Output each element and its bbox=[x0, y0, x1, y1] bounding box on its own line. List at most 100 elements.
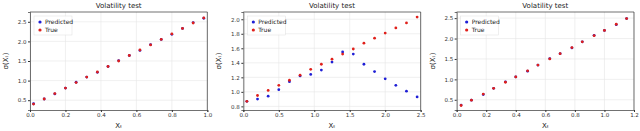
grid-line bbox=[515, 12, 516, 110]
point bbox=[514, 76, 517, 79]
point bbox=[405, 21, 408, 24]
tick: 0.4 bbox=[512, 110, 521, 118]
grid-line bbox=[545, 12, 546, 110]
tick-label: 0.6 bbox=[133, 112, 142, 118]
plot-background bbox=[30, 12, 207, 110]
tick-label: 0.5 bbox=[18, 97, 27, 103]
tick-mark bbox=[241, 106, 243, 107]
tick-label: 1.6 bbox=[231, 46, 240, 52]
point bbox=[405, 90, 408, 93]
grid bbox=[457, 12, 634, 110]
tick-mark bbox=[28, 100, 30, 101]
point bbox=[192, 22, 195, 25]
legend-entry: True bbox=[465, 26, 485, 33]
point bbox=[85, 76, 88, 79]
tick-label: 1.5 bbox=[18, 58, 27, 64]
grid-line bbox=[243, 91, 420, 92]
point bbox=[32, 102, 35, 105]
tick-mark bbox=[455, 100, 457, 101]
tick-mark bbox=[28, 41, 30, 42]
title: Volatility test bbox=[522, 2, 568, 10]
tick-label: 0.0 bbox=[453, 112, 462, 118]
tick-mark bbox=[241, 19, 243, 20]
frame bbox=[634, 12, 635, 110]
point bbox=[139, 49, 142, 52]
grid-line bbox=[30, 80, 207, 81]
legend-entry: Predicted bbox=[252, 18, 287, 25]
point bbox=[581, 40, 584, 43]
legend: PredictedTrue bbox=[461, 16, 500, 35]
point bbox=[593, 34, 596, 37]
point bbox=[96, 71, 99, 74]
title: Volatility test bbox=[96, 2, 142, 10]
x-axis: 0.00.20.40.60.81.0 bbox=[26, 110, 213, 118]
panel: 0.00.51.01.52.02.50.81.01.21.41.61.82.0V… bbox=[215, 2, 426, 130]
point bbox=[245, 100, 248, 103]
point bbox=[256, 94, 259, 97]
tick-mark bbox=[28, 81, 30, 82]
grid bbox=[243, 12, 420, 110]
point bbox=[559, 52, 562, 55]
grid-line bbox=[457, 99, 634, 100]
tick-mark bbox=[241, 48, 243, 49]
tick-mark bbox=[241, 92, 243, 93]
legend-marker bbox=[38, 28, 41, 31]
tick-label: 1.4 bbox=[231, 60, 240, 66]
point bbox=[32, 103, 35, 106]
tick-label: 2.5 bbox=[18, 19, 27, 25]
point bbox=[571, 47, 574, 50]
tick-mark bbox=[241, 34, 243, 35]
point bbox=[373, 37, 376, 40]
tick: 0.8 bbox=[231, 104, 243, 110]
grid-line bbox=[314, 12, 315, 110]
tick-label: 1.0 bbox=[203, 112, 212, 118]
point bbox=[149, 44, 152, 47]
legend-entry: True bbox=[38, 26, 58, 33]
plot-background bbox=[457, 12, 634, 110]
point bbox=[245, 100, 248, 103]
tick: 1.8 bbox=[231, 31, 243, 37]
point bbox=[202, 17, 205, 20]
x-axis: 0.00.51.01.52.02.5 bbox=[239, 110, 426, 118]
tick: 2.5 bbox=[417, 110, 426, 118]
point bbox=[128, 54, 131, 57]
point bbox=[267, 95, 270, 98]
tick: 0.5 bbox=[444, 97, 456, 103]
plot-background bbox=[243, 12, 420, 110]
x-axis-title: Xₜ bbox=[329, 122, 336, 130]
point bbox=[548, 57, 551, 60]
point bbox=[625, 17, 628, 20]
point bbox=[394, 84, 397, 87]
tick: 1.5 bbox=[18, 58, 30, 64]
grid-line bbox=[30, 61, 207, 62]
tick-label: 0.0 bbox=[26, 112, 35, 118]
y-axis: 0.81.01.21.41.61.82.0 bbox=[231, 13, 244, 111]
axis-line bbox=[244, 111, 421, 113]
frame bbox=[243, 12, 420, 13]
point bbox=[416, 16, 419, 19]
point bbox=[96, 71, 99, 74]
point bbox=[482, 93, 485, 96]
point bbox=[309, 68, 312, 71]
grid-line bbox=[243, 77, 420, 78]
tick-mark bbox=[241, 77, 243, 78]
point bbox=[53, 92, 56, 95]
legend-entry: True bbox=[252, 26, 272, 33]
y-axis: 0.51.01.52.02.5 bbox=[444, 13, 457, 111]
tick-label: 2.0 bbox=[381, 112, 390, 118]
x-axis: 0.00.20.40.60.81.01.2 bbox=[453, 110, 639, 118]
point bbox=[363, 42, 366, 45]
point bbox=[160, 38, 163, 41]
point bbox=[64, 87, 67, 90]
point bbox=[593, 34, 596, 37]
grid-line bbox=[457, 58, 634, 59]
tick-mark bbox=[455, 79, 457, 80]
frame bbox=[30, 12, 207, 13]
grid-line bbox=[243, 106, 420, 107]
point bbox=[267, 89, 270, 92]
tick-label: 1.5 bbox=[346, 112, 355, 118]
grid-line bbox=[30, 41, 207, 42]
tick: 0.2 bbox=[482, 110, 491, 118]
tick-label: 1.2 bbox=[630, 112, 639, 118]
tick: 2.5 bbox=[444, 15, 456, 21]
